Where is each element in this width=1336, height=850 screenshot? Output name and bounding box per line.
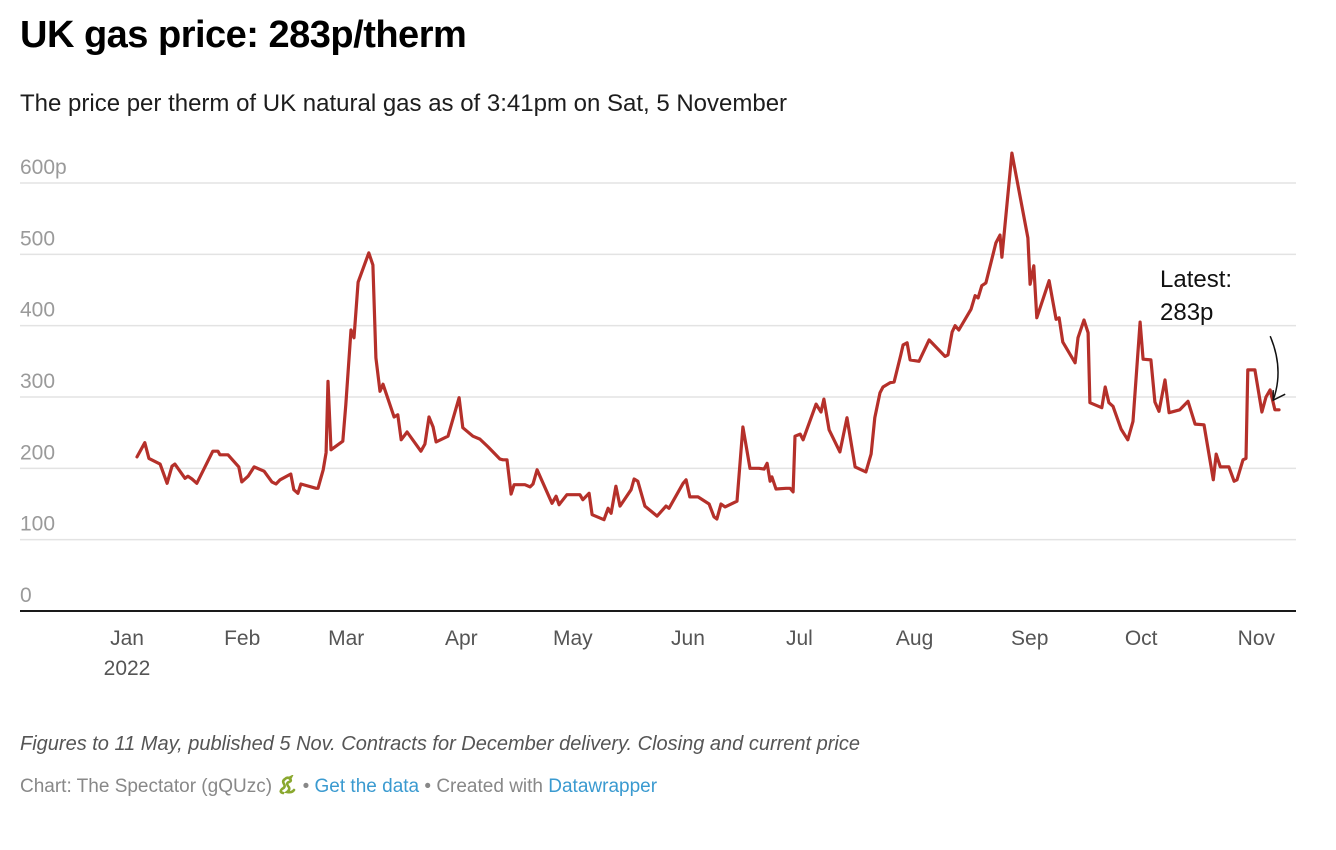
- annotation-arrow: [1269, 335, 1279, 401]
- y-axis-labels: 0 100 200 300 400 500 600p: [20, 156, 67, 607]
- snake-icon: [279, 775, 296, 795]
- x-tick-label: Apr: [445, 627, 478, 650]
- datawrapper-link[interactable]: Datawrapper: [548, 776, 658, 797]
- x-tick-label: Sep: [1011, 627, 1048, 650]
- x-tick-label: May: [553, 627, 593, 650]
- y-tick-label: 400: [20, 299, 55, 322]
- series-line: [135, 151, 1281, 522]
- x-axis-labels: Jan 2022 Feb Mar Apr May Jun Jul Aug Sep Oct Nov: [104, 627, 1276, 680]
- annotation-arrowhead: [1272, 390, 1286, 402]
- series-layer: [135, 151, 1281, 522]
- x-tick-label: Jun: [671, 627, 705, 650]
- x-tick-label: Feb: [224, 627, 260, 650]
- annotation-text-line2: 283p: [1160, 299, 1213, 326]
- y-tick-label: 500: [20, 227, 55, 250]
- y-tick-label: 0: [20, 584, 32, 607]
- x-tick-label: Aug: [896, 627, 933, 650]
- x-tick-sublabel: 2022: [104, 657, 151, 680]
- byline-source: Chart: The Spectator (gQUzc): [20, 776, 273, 797]
- chart-subtitle: The price per therm of UK natural gas as…: [20, 90, 788, 117]
- y-tick-label: 600p: [20, 156, 67, 179]
- x-tick-label: Jan: [110, 627, 144, 650]
- gridlines: [20, 182, 1296, 541]
- line-chart: 0 100 200 300 400 500 600p Jan 2022 Feb Mar Apr May…: [20, 151, 1296, 680]
- chart-notes: Figures to 11 May, published 5 Nov. Cont…: [20, 733, 860, 755]
- annotation-latest: Latest: 283p: [1160, 266, 1286, 402]
- y-tick-label: 100: [20, 513, 55, 536]
- y-tick-label: 200: [20, 441, 55, 464]
- get-the-data-link[interactable]: Get the data: [314, 776, 420, 797]
- byline-separator-1: •: [297, 776, 315, 797]
- byline: Chart: The Spectator (gQUzc) • Get the d…: [20, 775, 657, 798]
- x-tick-label: Jul: [786, 627, 813, 650]
- x-tick-label: Oct: [1125, 627, 1158, 650]
- annotation-text-line1: Latest:: [1160, 266, 1232, 293]
- chart-title: UK gas price: 283p/therm: [20, 14, 467, 56]
- x-tick-label: Mar: [328, 627, 364, 650]
- y-tick-label: 300: [20, 370, 55, 393]
- byline-separator-2: • Created with: [419, 776, 549, 797]
- x-tick-label: Nov: [1238, 627, 1276, 650]
